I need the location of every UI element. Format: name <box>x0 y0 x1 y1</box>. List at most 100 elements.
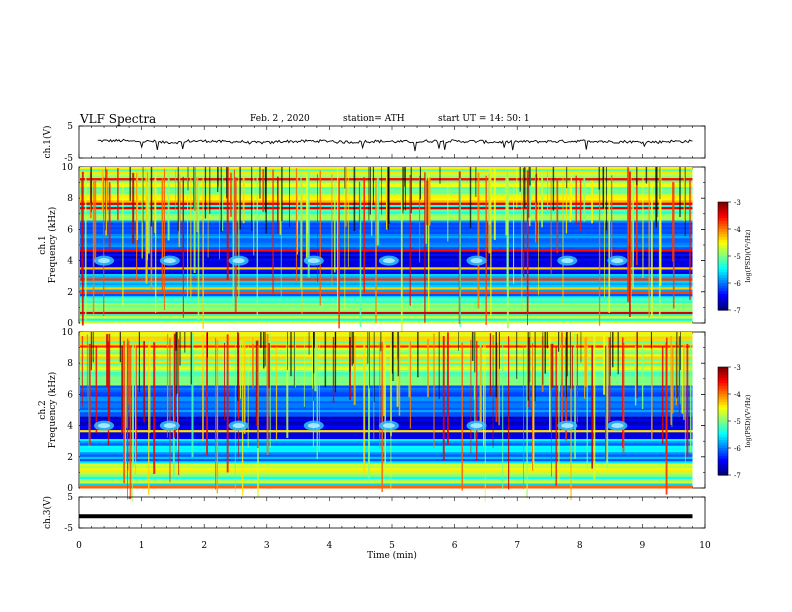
dark-streak <box>546 332 548 349</box>
psd-band <box>80 456 693 460</box>
dark-streak <box>194 167 196 211</box>
x-tick-label: 8 <box>577 541 583 551</box>
psd-band <box>80 334 693 337</box>
dark-streak <box>438 332 440 400</box>
colorbar-cell <box>718 272 728 276</box>
dark-streak <box>475 167 477 197</box>
sferic-streak <box>334 180 336 273</box>
sferic-streak <box>408 342 410 398</box>
sferic-streak <box>238 169 240 298</box>
dark-streak <box>529 332 531 383</box>
sferic-streak <box>513 181 515 284</box>
psd-band <box>80 389 693 393</box>
dark-streak <box>193 167 194 208</box>
psd-band <box>80 294 693 297</box>
sferic-streak <box>206 332 208 456</box>
sferic-streak <box>344 167 346 309</box>
y-axis-label: Frequency (kHz) <box>47 207 58 284</box>
y-tick-label: 5 <box>67 122 73 132</box>
sferic-streak <box>529 172 531 217</box>
sferic-streak <box>684 334 686 467</box>
psd-band <box>80 450 693 453</box>
psd-band <box>80 467 693 471</box>
psd-band <box>80 410 693 413</box>
colorbar-cell <box>718 242 728 246</box>
dark-streak <box>404 167 406 187</box>
psd-band <box>80 372 693 375</box>
dark-streak <box>308 332 310 355</box>
sferic-streak <box>84 173 87 324</box>
sferic-streak <box>574 333 576 460</box>
dark-streak <box>265 167 267 234</box>
sferic-streak <box>317 174 318 283</box>
dark-streak <box>499 332 500 369</box>
dark-streak <box>92 332 94 363</box>
colorbar-cell <box>718 369 728 373</box>
psd-band <box>80 300 693 304</box>
colorbar-label: log(PSD)(V²/Hz) <box>744 394 752 447</box>
sferic-streak <box>671 347 674 414</box>
dark-streak <box>552 167 555 211</box>
dark-streak <box>264 332 266 367</box>
dark-streak <box>369 167 371 215</box>
y-tick-label: 0 <box>67 484 73 494</box>
sferic-streak <box>629 171 631 317</box>
psd-band <box>80 289 693 293</box>
colorbar-cell <box>718 291 728 295</box>
sferic-streak <box>650 182 653 319</box>
sferic-streak <box>275 346 278 441</box>
dark-streak <box>404 167 406 211</box>
colorbar-cell <box>718 280 728 284</box>
sferic-streak <box>400 182 403 333</box>
panel-3: 10 8 6 4 2 0 ch.2 Frequency (kHz) -3 -4 -5 -6 -7 log(… <box>38 328 752 502</box>
dark-streak <box>260 332 262 348</box>
psd-band <box>80 418 693 422</box>
burst-core <box>98 258 110 264</box>
y-tick-label: 10 <box>62 328 74 338</box>
psd-band <box>80 459 693 462</box>
sferic-streak <box>242 176 245 224</box>
sferic-streak <box>381 342 383 492</box>
psd-band <box>80 403 693 406</box>
sferic-streak <box>538 174 539 296</box>
sferic-streak <box>571 345 573 389</box>
colorbar-cell <box>718 212 728 217</box>
sferic-streak <box>252 344 254 389</box>
sferic-streak <box>672 181 674 262</box>
psd-band <box>80 461 693 464</box>
sferic-streak <box>528 337 530 408</box>
dark-streak <box>397 332 399 360</box>
psd-band <box>80 175 693 179</box>
psd-band <box>80 267 693 270</box>
burst-core <box>163 258 176 264</box>
sferic-streak <box>215 338 217 490</box>
sferic-streak <box>122 181 124 307</box>
sferic-streak <box>224 343 225 421</box>
dark-streak <box>676 332 678 399</box>
sferic-streak <box>670 336 672 425</box>
sferic-streak <box>280 181 282 312</box>
dark-streak <box>381 167 382 215</box>
sferic-streak <box>247 345 249 448</box>
sferic-streak <box>272 169 274 295</box>
dark-streak <box>176 332 178 394</box>
y-tick-label: 6 <box>67 390 73 400</box>
title: VLF Spectra <box>80 112 157 126</box>
psd-band <box>80 251 693 255</box>
dark-streak <box>220 167 222 232</box>
sferic-streak <box>135 339 137 475</box>
sferic-streak <box>665 343 668 495</box>
colorbar-tick-label: -4 <box>734 391 741 399</box>
dark-streak <box>367 332 369 364</box>
sferic-streak <box>337 168 339 312</box>
sferic-streak <box>541 170 543 228</box>
y-tick-label: 10 <box>62 163 74 173</box>
dark-streak <box>657 167 658 218</box>
dark-streak <box>417 332 419 378</box>
dark-streak <box>373 332 375 402</box>
colorbar-cell <box>718 301 728 306</box>
dark-streak <box>636 167 638 185</box>
sferic-streak <box>255 340 258 426</box>
psd-band <box>80 171 693 175</box>
dark-streak <box>516 332 518 379</box>
